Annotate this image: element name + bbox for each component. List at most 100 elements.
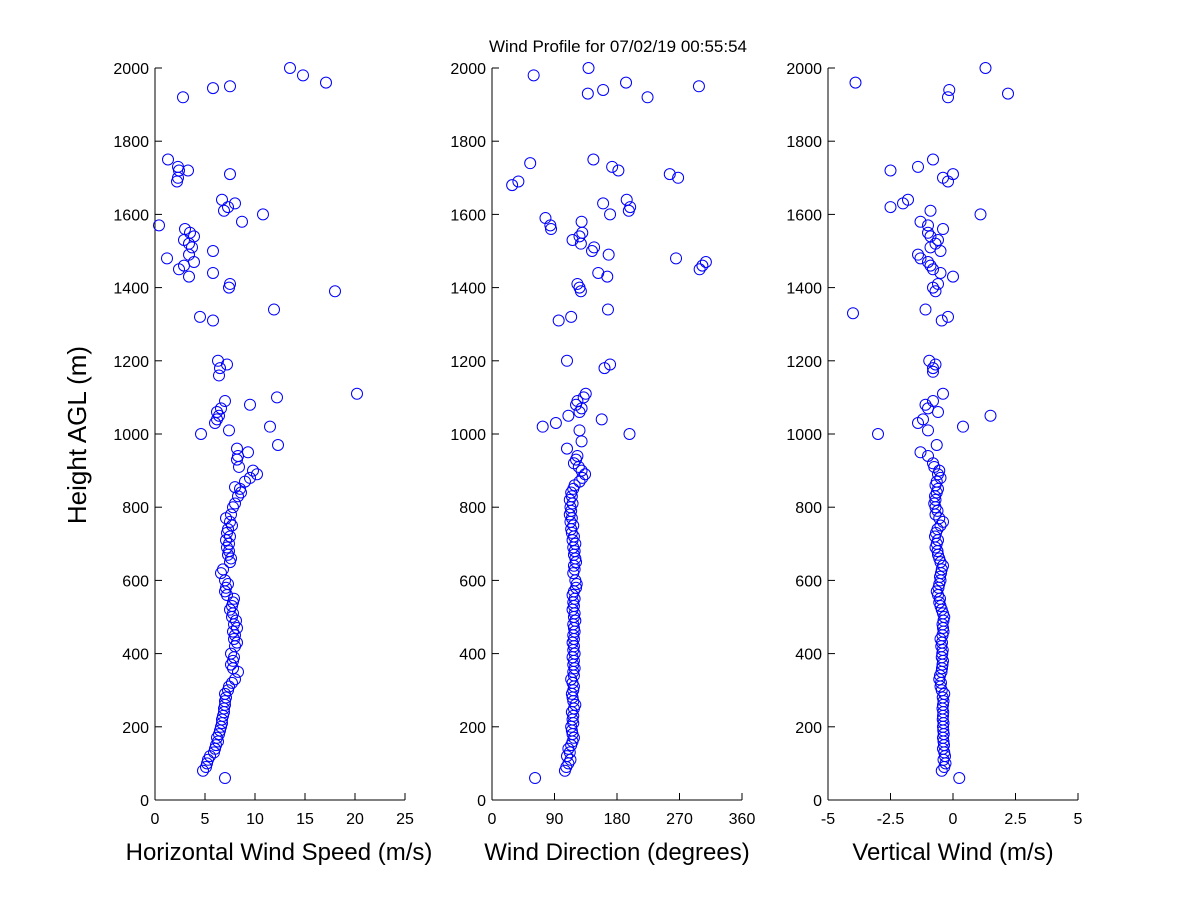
speed-data-point: [284, 62, 296, 74]
direction-data-point: [576, 471, 589, 484]
direction-data-point: [597, 83, 610, 96]
speed-data-point: [162, 153, 174, 166]
direction-data-point: [699, 255, 712, 268]
vertical-wind-data-point: [902, 193, 914, 206]
direction-data-point: [570, 581, 583, 594]
vertical-wind-data-point: [947, 168, 959, 181]
speed-data-point: [242, 446, 254, 459]
speed-data-point: [226, 676, 238, 689]
vertical-wind-data-point: [919, 303, 932, 316]
direction-ytick-label: 1200: [450, 354, 486, 371]
speed-data-point: [207, 82, 219, 95]
vertical-wind-data-point: [872, 428, 884, 440]
direction-ytick-label: 0: [477, 793, 486, 810]
speed-data-point: [225, 508, 237, 521]
speed-panel: 0 200 400 600 800 1000 1200 1400 1600 1800 2000 0 5 1…: [113, 61, 414, 828]
vertical-wind-data-point: [932, 482, 944, 495]
direction-data-point: [592, 266, 605, 279]
vertical-wind-data-point: [912, 248, 924, 261]
speed-data-point: [229, 197, 241, 210]
speed-data-point: [172, 160, 184, 173]
speed-data-point: [224, 515, 236, 528]
direction-data-point: [573, 424, 586, 437]
direction-data-point: [581, 87, 594, 100]
speed-data-point: [219, 687, 231, 700]
direction-data-point: [612, 164, 625, 177]
vertical-wind-data-point: [1002, 87, 1014, 100]
direction-data-point: [545, 223, 558, 236]
direction-data-point: [506, 179, 519, 192]
vertical-wind-data-point: [953, 772, 966, 785]
direction-data-point: [561, 750, 573, 763]
vertical-wind-data-point: [917, 413, 929, 426]
vertical-wind-ytick-label: 1800: [786, 134, 822, 151]
figure-title: Wind Profile for 07/02/19 00:55:54: [489, 37, 747, 56]
speed-xlabel: Horizontal Wind Speed (m/s): [126, 839, 433, 866]
vertical-wind-data-point: [922, 424, 934, 437]
direction-data-point: [569, 537, 582, 550]
direction-data-point: [579, 468, 592, 481]
direction-data-point: [602, 248, 615, 261]
speed-ytick-label: 600: [122, 573, 149, 590]
speed-data-point: [224, 80, 236, 93]
vertical-wind-data-point: [938, 687, 951, 700]
direction-ytick-label: 400: [459, 647, 486, 664]
speed-data-point: [351, 387, 363, 400]
vertical-wind-data-point: [979, 62, 992, 74]
direction-xtick-label: 360: [729, 811, 756, 828]
vertical-wind-data-point: [930, 438, 943, 451]
speed-data-point: [213, 369, 225, 382]
direction-ytick-label: 200: [459, 720, 486, 737]
speed-data-point: [227, 625, 239, 638]
speed-data-point: [195, 428, 207, 440]
direction-data-point: [692, 80, 705, 93]
direction-data-point: [663, 168, 676, 181]
direction-data-point: [604, 358, 617, 371]
speed-data-point: [225, 552, 237, 565]
vertical-wind-data-point: [929, 493, 942, 506]
vertical-wind-data-point: [943, 83, 956, 96]
direction-data-point: [582, 62, 595, 74]
speed-ytick-label: 800: [122, 500, 149, 517]
direction-data-point: [672, 171, 685, 184]
speed-data-point: [247, 464, 259, 477]
vertical-wind-data-point: [930, 475, 943, 488]
speed-data-point: [251, 468, 263, 481]
direction-ytick-label: 1800: [450, 134, 486, 151]
vertical-wind-ytick-label: 1200: [786, 354, 822, 371]
vertical-wind-ytick-label: 1600: [786, 207, 822, 224]
vertical-wind-data-point: [929, 285, 942, 298]
speed-data-point: [188, 230, 200, 243]
direction-data-point: [539, 212, 552, 225]
vertical-wind-data-point: [923, 354, 936, 367]
speed-xtick-label: 0: [151, 811, 160, 828]
direction-data-point: [624, 201, 637, 214]
speed-ytick-label: 1800: [113, 134, 149, 151]
vertical-wind-data-point: [924, 259, 937, 272]
direction-data-point: [536, 420, 549, 433]
speed-data-point: [219, 772, 231, 785]
speed-data-point: [179, 223, 191, 236]
vertical-wind-data-point: [927, 153, 939, 166]
direction-data-point: [565, 310, 578, 323]
speed-data-point: [264, 420, 276, 433]
direction-ytick-label: 600: [459, 573, 486, 590]
direction-data-point: [575, 215, 588, 228]
vertical-wind-ytick-label: 1400: [786, 281, 822, 298]
direction-data-point: [571, 395, 584, 408]
vertical-wind-data-point: [937, 559, 949, 572]
vertical-wind-data-point: [974, 208, 987, 221]
vertical-wind-xlabel: Vertical Wind (m/s): [852, 839, 1053, 866]
vertical-wind-data-point: [984, 409, 997, 422]
direction-ytick-label: 800: [459, 500, 486, 517]
direction-data-point: [620, 193, 633, 206]
speed-data-point: [228, 592, 240, 605]
vertical-wind-data-point: [929, 358, 942, 371]
speed-data-point: [153, 219, 165, 232]
vertical-wind-data-point: [922, 226, 934, 239]
speed-data-point: [230, 614, 242, 627]
vertical-wind-ytick-label: 200: [795, 720, 822, 737]
vertical-wind-data-point: [919, 398, 932, 411]
speed-data-point: [207, 314, 219, 327]
